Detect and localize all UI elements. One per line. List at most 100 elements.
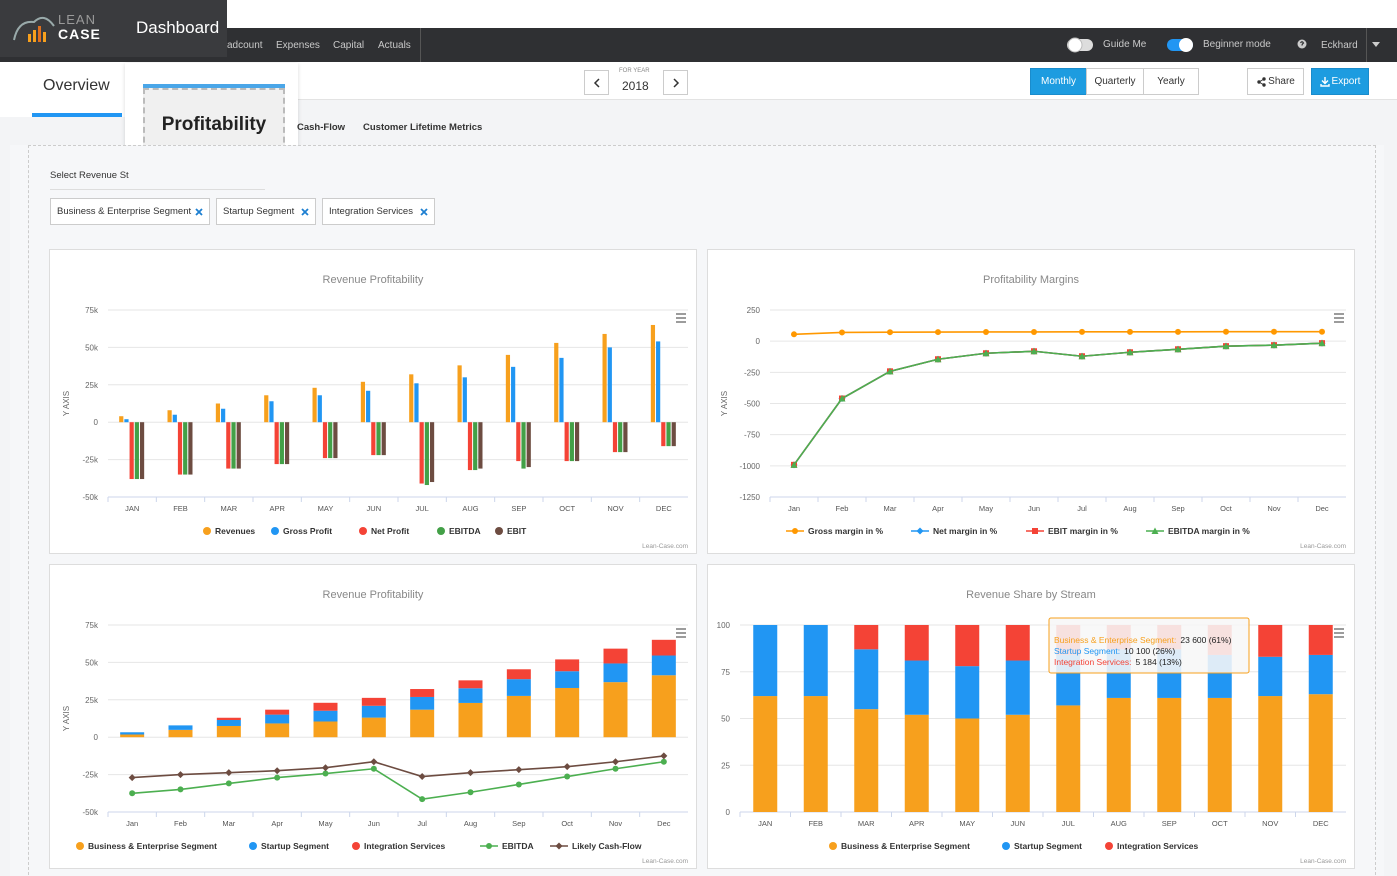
export-button[interactable]: Export [1311, 68, 1369, 95]
marker [370, 758, 378, 766]
marker [564, 773, 571, 780]
marker [792, 528, 798, 534]
bar [511, 366, 516, 423]
legend-item[interactable]: Gross margin in % [786, 526, 884, 536]
y-tick-label: -25k [82, 771, 99, 780]
legend-item[interactable]: Net Profit [359, 526, 409, 536]
x-tick-label: JUN [367, 504, 382, 513]
marker [1318, 339, 1326, 347]
marker [982, 349, 990, 357]
line [793, 330, 1322, 336]
legend-item[interactable]: Revenues [203, 526, 255, 536]
legend-item[interactable]: Startup Segment [249, 841, 329, 851]
nav-item[interactable]: adcount [227, 40, 263, 51]
period-button[interactable]: Quarterly [1086, 68, 1144, 95]
filter-chip[interactable]: Integration Services [322, 198, 435, 225]
subtab[interactable]: Cash-Flow [297, 122, 346, 133]
chip-label: Business & Enterprise Segment [57, 206, 192, 217]
nav-item[interactable]: Expenses [276, 40, 320, 51]
logo-box[interactable]: LEAN CASE Dashboard [0, 0, 227, 57]
bar-segment [410, 709, 435, 738]
nav-item[interactable]: Capital [333, 40, 365, 51]
x-tick-label: OCT [1212, 819, 1228, 828]
export-label: Export [1331, 76, 1361, 87]
y-tick-label: 25k [85, 381, 99, 390]
y-tick-label: 0 [94, 733, 99, 742]
marker [515, 781, 522, 788]
chart-panel: Profitability Margins Y AXIS 250 0 -250 -500 -… [707, 249, 1355, 554]
prev-year[interactable] [584, 70, 609, 95]
y-tick-label: -750 [744, 431, 761, 440]
user-caret[interactable] [1372, 42, 1380, 48]
marker [660, 752, 668, 760]
y-tick-label: 75k [85, 306, 99, 315]
bar-segment [458, 688, 483, 703]
chart-title: Revenue Profitability [323, 274, 424, 286]
legend-item[interactable]: Gross Profit [271, 526, 332, 536]
legend-item[interactable]: Startup Segment [1002, 841, 1082, 851]
period-button[interactable]: Monthly [1030, 68, 1087, 95]
nav-item[interactable]: Actuals [378, 40, 411, 51]
x-tick-label: DEC [1313, 819, 1329, 828]
legend-item[interactable]: EBIT margin in % [1026, 526, 1118, 536]
bar-segment [1005, 660, 1030, 715]
share-icon [1257, 76, 1266, 87]
x-tick-label: Dec [657, 819, 671, 828]
subtab[interactable]: Customer Lifetime Metrics [363, 122, 483, 133]
y-axis-title: Y AXIS [62, 706, 71, 731]
filter-chip[interactable]: Startup Segment [216, 198, 316, 225]
legend-symbol [495, 527, 503, 535]
legend-item[interactable]: Business & Enterprise Segment [829, 841, 970, 851]
bar [215, 403, 221, 423]
legend-symbol [76, 842, 84, 850]
bar [139, 422, 145, 480]
bar-segment [506, 679, 531, 696]
x-tick-label: Jun [1028, 504, 1040, 513]
x-tick-label: Apr [271, 819, 283, 828]
bar-segment [1258, 656, 1283, 697]
y-tick-label: 50k [85, 658, 99, 667]
chip-remove[interactable] [420, 207, 428, 216]
legend-item[interactable]: Integration Services [352, 841, 446, 851]
tab-box[interactable]: Overview [0, 62, 125, 117]
tooltip-name: Integration Services: [1054, 657, 1131, 667]
marker [274, 774, 281, 781]
period-button[interactable]: Yearly [1143, 68, 1199, 95]
marker [1270, 341, 1278, 349]
legend-item[interactable]: EBITDA margin in % [1146, 526, 1250, 536]
legend-item[interactable]: Integration Services [1105, 841, 1199, 851]
x-tick-label: Jan [788, 504, 800, 513]
legend-item[interactable]: EBITDA [437, 526, 481, 536]
line [132, 755, 664, 779]
marker [612, 765, 619, 772]
filter-underline [50, 189, 265, 190]
help-icon[interactable] [1297, 39, 1307, 49]
user-name[interactable]: Eckhard [1321, 40, 1358, 51]
legend-item[interactable]: EBIT [495, 526, 527, 536]
tooltip-name: Business & Enterprise Segment: [1054, 635, 1176, 645]
legend-item[interactable]: EBITDA [480, 841, 534, 851]
toggle-guide[interactable] [1066, 36, 1096, 54]
filter-chip[interactable]: Business & Enterprise Segment [50, 198, 210, 225]
marker [419, 796, 426, 803]
next-year[interactable] [663, 70, 688, 95]
marker [934, 355, 942, 363]
share-button[interactable]: Share [1247, 68, 1304, 95]
chip-remove[interactable] [301, 207, 309, 216]
bar-segment [410, 689, 435, 697]
chip-remove[interactable] [195, 207, 203, 216]
bar-segment [854, 709, 879, 812]
legend-item[interactable]: Net margin in % [911, 526, 998, 536]
bar-segment [753, 696, 778, 812]
legend-item[interactable]: Likely Cash-Flow [550, 841, 642, 851]
bar [419, 422, 424, 484]
toggle-beginner[interactable] [1166, 36, 1196, 54]
x-tick-label: Oct [561, 819, 574, 828]
bar [671, 422, 676, 447]
chart-title: Revenue Profitability [323, 589, 424, 601]
bar [623, 422, 628, 453]
x-tick-label: Feb [174, 819, 187, 828]
legend-item[interactable]: Business & Enterprise Segment [76, 841, 217, 851]
bar-segment [410, 696, 435, 710]
y-tick-label: 75 [721, 668, 730, 677]
